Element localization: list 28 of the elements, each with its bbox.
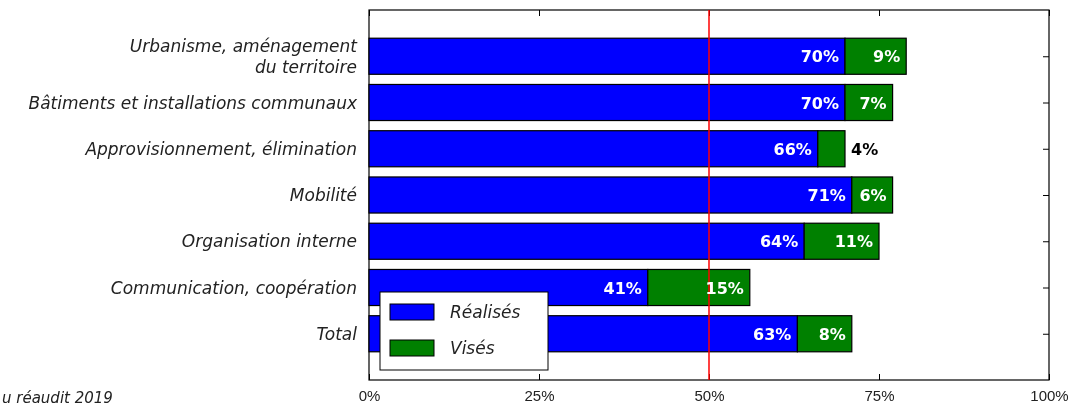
data-label: 41% [603, 278, 642, 298]
y-tick-label: Approvisionnement, élimination [84, 138, 357, 159]
y-tick-label: Communication, coopération [110, 277, 357, 298]
x-tick-label: 50% [694, 386, 725, 404]
x-tick-label: 100% [1030, 386, 1069, 404]
data-label: 66% [773, 139, 812, 159]
legend-label: Réalisés [450, 302, 521, 322]
data-label: 7% [859, 93, 887, 113]
text: u réaudit 2019 [2, 389, 113, 407]
y-tick-label: Mobilité [289, 185, 357, 205]
data-label: 63% [753, 324, 792, 344]
data-label: 70% [800, 47, 839, 67]
x-tick-label: 75% [864, 386, 895, 404]
y-tick-label: Urbanisme, aménagement du territoire [129, 35, 359, 77]
x-tick-label: 0% [358, 386, 381, 404]
y-tick-label: Total [316, 323, 358, 344]
data-label: 6% [859, 186, 887, 205]
data-label: 4% [851, 139, 879, 159]
legend-label: Visés [450, 338, 495, 358]
x-tick-label: 25% [524, 386, 555, 404]
data-label: 8% [818, 324, 846, 344]
data-label: 71% [807, 186, 846, 205]
y-tick-label: Organisation interne [181, 231, 357, 252]
data-label: 9% [873, 47, 901, 67]
data-label: 70% [800, 93, 839, 113]
y-tick-label: Bâtiments et installations communaux [28, 92, 358, 113]
data-label: 64% [759, 232, 799, 252]
data-label: 11% [834, 232, 873, 252]
